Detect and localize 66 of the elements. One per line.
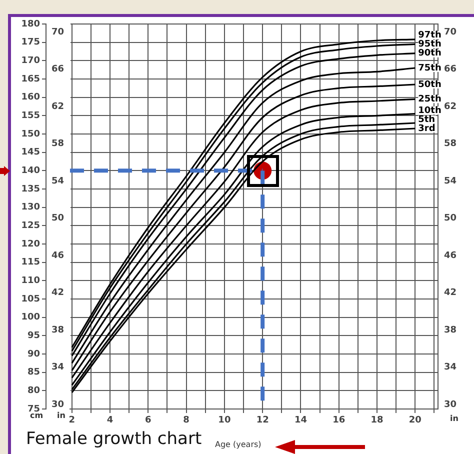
series-label: 3rd (418, 124, 436, 134)
y2-tick-label: 70 (51, 27, 64, 38)
y-tick-label: 110 (21, 276, 40, 286)
y-tick-label: 175 (21, 38, 40, 48)
x-tick-label: 8 (183, 416, 190, 426)
x-tick-label: 10 (218, 416, 231, 426)
series-label: 10th (418, 106, 442, 116)
y-tick-label: 155 (21, 111, 40, 122)
series-label: 90th (418, 48, 442, 59)
y3-axis-title: in (57, 411, 66, 420)
y3-tick-label: 42 (444, 288, 457, 298)
x-tick-label: 16 (332, 416, 346, 426)
series-label: 5th (418, 114, 436, 125)
y2-tick-label: 58 (51, 139, 64, 150)
text: Female growth chart (26, 429, 202, 449)
x-tick-label: 2 (68, 416, 76, 426)
y3-tick-label: 62 (444, 102, 457, 112)
y2-tick-label: 46 (51, 250, 64, 261)
y3-tick-label: 46 (444, 250, 457, 261)
x-tick-label: 4 (106, 416, 114, 426)
series-label: 75th (418, 63, 442, 74)
y2-tick-label: 66 (51, 64, 64, 75)
y-tick-label: 145 (21, 148, 40, 158)
y-tick-label: 165 (21, 74, 40, 84)
y2-tick-label: 38 (51, 325, 64, 336)
y-tick-label: 150 (21, 129, 40, 140)
y-tick-label: 120 (21, 239, 40, 250)
y3-tick-label: 66 (444, 64, 457, 75)
y3-tick-label: 38 (444, 325, 457, 336)
y-tick-label: 115 (21, 258, 40, 268)
series-label: 25th (418, 94, 442, 105)
y-tick-label: 130 (21, 202, 40, 213)
x-tick-label: 6 (145, 416, 152, 426)
y-tick-label: 140 (21, 166, 40, 176)
x-tick-label: 20 (408, 416, 422, 426)
y-tick-label: 95 (27, 331, 40, 342)
y-tick-label: 80 (27, 386, 40, 396)
y3-tick-label: 58 (444, 139, 457, 150)
y2-tick-label: 34 (51, 362, 64, 373)
y3-tick-label: 30 (444, 400, 457, 410)
series-label: 50th (418, 80, 442, 90)
x-axis-title: Age (years) (215, 440, 262, 449)
y-tick-label: 160 (21, 92, 40, 103)
y-tick-label: 90 (27, 349, 40, 360)
y-tick-label: 170 (21, 56, 40, 66)
series-label: 97th (418, 30, 442, 41)
y3-tick-label: 54 (444, 176, 457, 186)
y2-tick-label: 50 (51, 214, 64, 224)
x-tick-label: 18 (370, 416, 384, 426)
y2-tick-label: 42 (51, 288, 64, 298)
series-label: 95th (418, 40, 442, 50)
y-tick-label: 180 (21, 19, 40, 30)
y-tick-label: 125 (21, 221, 40, 232)
x-tick-label: 14 (294, 416, 307, 426)
y-tick-label: 85 (27, 368, 40, 378)
y-tick-label: 100 (21, 312, 40, 323)
y3-tick-label: 50 (444, 214, 457, 224)
y-tick-label: 135 (21, 184, 40, 194)
y2-tick-label: 54 (51, 176, 64, 186)
y3-tick-label: 70 (444, 27, 457, 38)
y2-axis-title: in (450, 414, 458, 423)
x-tick-label: 12 (256, 416, 269, 426)
y2-tick-label: 30 (51, 400, 64, 410)
y2-tick-label: 62 (51, 102, 64, 112)
y3-tick-label: 34 (444, 362, 457, 373)
y-tick-label: 105 (21, 294, 40, 304)
